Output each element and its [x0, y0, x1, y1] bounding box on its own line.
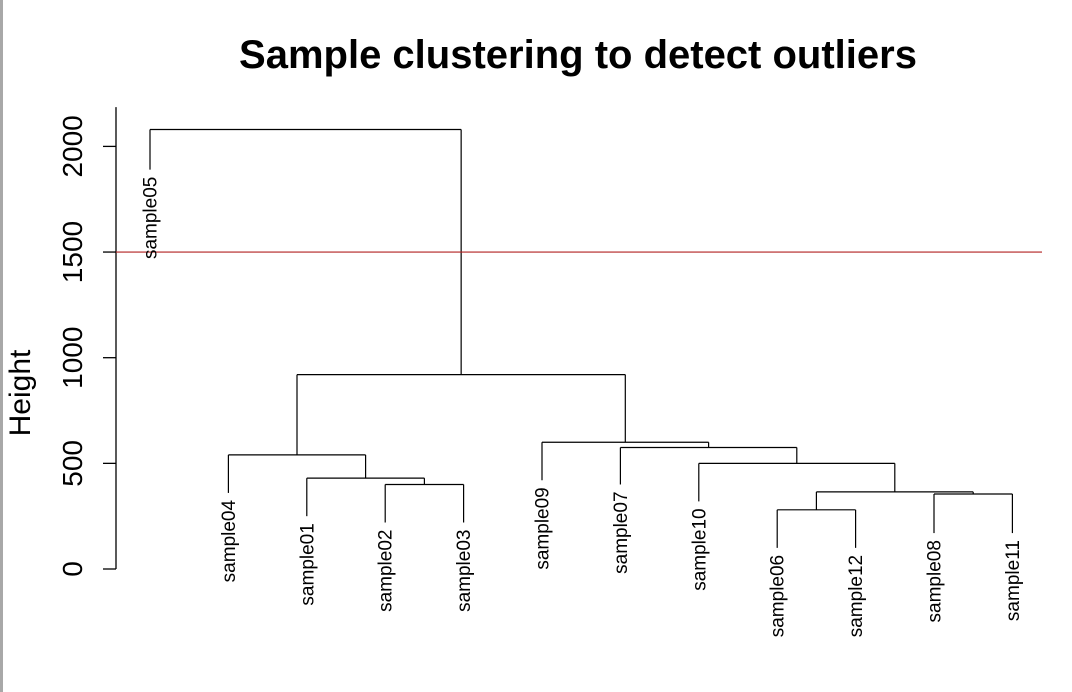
leaf-labels: sample05 sample04 sample01 sample02 sample03… [141, 177, 1024, 638]
y-tick-label: 2000 [57, 115, 88, 177]
leaf-label: sample04 [219, 500, 240, 583]
y-tick-label: 1000 [57, 327, 88, 389]
leaf-label: sample02 [376, 530, 397, 612]
leaf-label: sample01 [297, 523, 318, 605]
window-edge [0, 0, 3, 692]
y-tick-label: 500 [57, 440, 88, 487]
leaf-label: sample03 [454, 530, 475, 612]
leaf-label: sample12 [846, 555, 867, 637]
y-axis-label: Height [4, 349, 37, 436]
leaf-label: sample08 [925, 540, 946, 622]
y-tick-label: 1500 [57, 221, 88, 283]
chart-title: Sample clustering to detect outliers [239, 33, 917, 77]
leaf-label: sample06 [768, 555, 789, 637]
y-axis: 0 500 1000 1500 2000 [57, 107, 117, 577]
leaf-label: sample09 [533, 487, 554, 569]
leaf-label: sample07 [611, 491, 632, 573]
dendrogram-tree [149, 128, 1014, 548]
leaf-label: sample10 [689, 508, 710, 590]
leaf-label: sample11 [1003, 540, 1024, 621]
leaf-label: sample05 [141, 177, 162, 259]
y-tick-label: 0 [57, 561, 88, 577]
